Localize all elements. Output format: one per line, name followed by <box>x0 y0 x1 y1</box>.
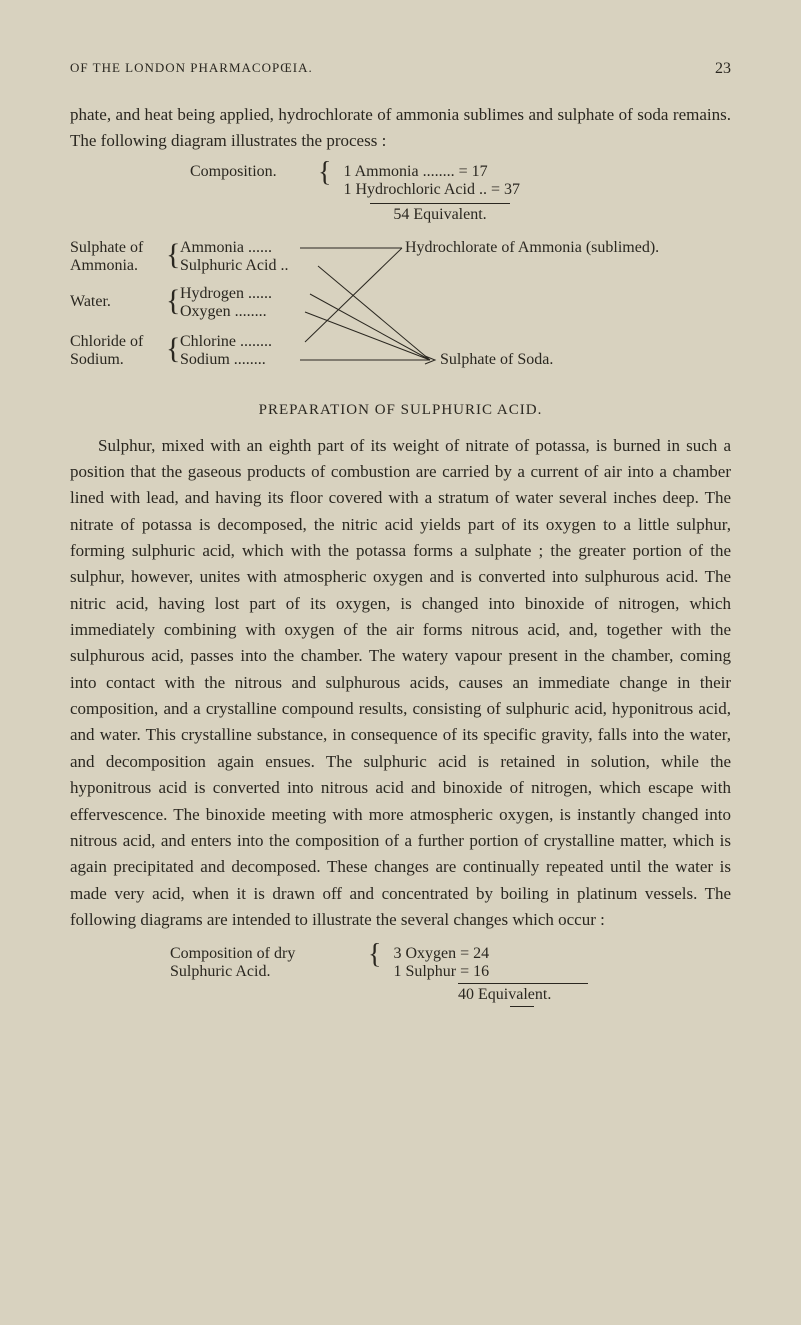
paragraph-1: phate, and heat being applied, hydrochlo… <box>70 102 731 155</box>
section-title: PREPARATION OF SULPHURIC ACID. <box>70 402 731 419</box>
comp1-row0-right: = 17 <box>459 163 488 180</box>
running-title: OF THE LONDON PHARMACOPŒIA. <box>70 60 313 78</box>
composition-1: Composition. { 1 Ammonia ........ = 17 1… <box>190 163 731 199</box>
svg-text:Sulphuric Acid ..: Sulphuric Acid .. <box>180 257 288 274</box>
svg-text:Hydrogen ......: Hydrogen ...... <box>180 285 272 302</box>
composition-2: Composition of dry Sulphuric Acid. { 3 O… <box>170 945 731 981</box>
comp2-row1-left: 1 Sulphur <box>393 963 456 980</box>
reaction-diagram: Sulphate of Ammonia. Water. Chloride of … <box>70 234 731 384</box>
brace-icon: { <box>318 163 331 199</box>
comp1-row0-left: 1 Ammonia ........ <box>343 163 454 180</box>
page-number: 23 <box>715 60 731 78</box>
comp2-row1-right: = 16 <box>460 963 489 980</box>
paragraph-2-text: Sulphur, mixed with an eighth part of it… <box>70 436 731 929</box>
svg-text:{: { <box>166 238 180 271</box>
composition-1-label: Composition. <box>190 163 310 199</box>
page: OF THE LONDON PHARMACOPŒIA. 23 phate, an… <box>0 0 801 1325</box>
svg-text:{: { <box>166 332 180 365</box>
svg-text:Sodium.: Sodium. <box>70 351 124 368</box>
svg-text:Ammonia.: Ammonia. <box>70 257 138 274</box>
composition-2-label: Composition of dry Sulphuric Acid. <box>170 945 360 981</box>
equivalent-2: 40 Equivalent. <box>458 983 588 1004</box>
paragraph-2: Sulphur, mixed with an eighth part of it… <box>70 433 731 934</box>
svg-text:Water.: Water. <box>70 293 111 310</box>
brace-icon: { <box>368 945 381 981</box>
svg-text:Chloride of: Chloride of <box>70 333 144 350</box>
comp2-row0-left: 3 Oxygen <box>393 945 456 962</box>
svg-text:Sulphate of: Sulphate of <box>70 239 144 256</box>
svg-text:Chlorine ........: Chlorine ........ <box>180 333 272 350</box>
equivalent-1: 54 Equivalent. <box>370 203 510 224</box>
svg-text:{: { <box>166 284 180 317</box>
svg-text:Sulphate of Soda.: Sulphate of Soda. <box>440 351 553 368</box>
svg-text:Hydrochlorate of Ammonia (subl: Hydrochlorate of Ammonia (sublimed). <box>405 239 659 256</box>
svg-text:Ammonia ......: Ammonia ...... <box>180 239 272 256</box>
comp1-row1-right: = 37 <box>491 181 520 198</box>
svg-text:Sodium ........: Sodium ........ <box>180 351 266 368</box>
running-header: OF THE LONDON PHARMACOPŒIA. 23 <box>70 60 731 78</box>
rule-divider <box>510 1006 534 1007</box>
comp1-row1-left: 1 Hydrochloric Acid .. <box>343 181 487 198</box>
svg-text:Oxygen ........: Oxygen ........ <box>180 303 267 320</box>
comp2-row0-right: = 24 <box>460 945 489 962</box>
